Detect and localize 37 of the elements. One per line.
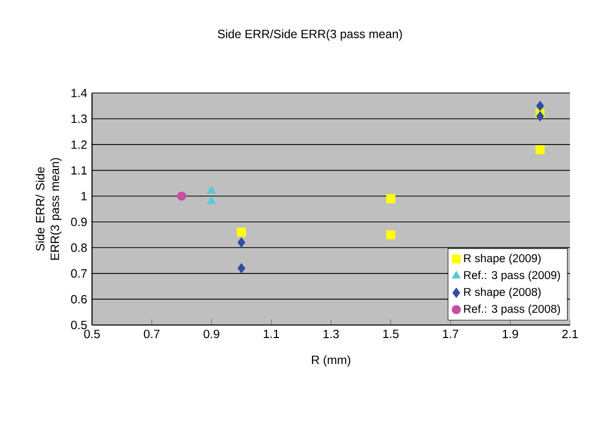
point	[386, 230, 396, 240]
y-axis-title: Side ERR/ Side ERR(3 pass mean)	[36, 158, 62, 260]
point	[536, 145, 545, 154]
y-tick-label: 1.1	[72, 166, 87, 174]
point	[238, 237, 246, 248]
y-tick-label: 0.9	[71, 218, 87, 226]
point	[238, 263, 246, 274]
x-tick-label: 0.7	[144, 330, 160, 338]
point	[207, 186, 216, 194]
point	[536, 111, 544, 122]
y-tick-label: 1.4	[72, 88, 87, 98]
x-tick-label: 1.7	[443, 330, 458, 338]
legend-label: Ref.: 3 pass (2009)	[464, 270, 560, 282]
point	[386, 194, 396, 204]
y-tick-label: 0.8	[71, 243, 87, 252]
chart-title: Side ERR/Side ERR(3 pass mean)	[218, 29, 402, 41]
y-tick-label: 1.2	[72, 140, 87, 149]
point	[236, 228, 246, 237]
legend-label: R shape (2008)	[464, 288, 541, 298]
x-tick-label: 1.9	[502, 330, 518, 338]
y-tick-label: 0.6	[71, 294, 87, 304]
y-tick-label: 1	[82, 192, 87, 200]
y-tick-label: 1.3	[72, 114, 87, 124]
x-tick-label: 0.5	[84, 330, 100, 338]
y-tick-label: 0.7	[71, 269, 87, 278]
x-axis-title: R (mm)	[312, 355, 350, 367]
point	[536, 100, 544, 111]
point	[207, 196, 216, 204]
y-tick-label: 0.5	[71, 320, 87, 330]
x-tick-label: 2.1	[562, 330, 578, 338]
x-tick-label: 1.3	[324, 330, 339, 338]
legend-label: R shape (2009)	[464, 254, 541, 264]
legend-label: Ref.: 3 pass (2008)	[464, 304, 560, 316]
x-tick-label: 1.1	[264, 330, 280, 338]
x-tick-label: 0.9	[204, 330, 220, 338]
x-tick-label: 1.5	[383, 330, 399, 338]
point	[177, 192, 186, 201]
